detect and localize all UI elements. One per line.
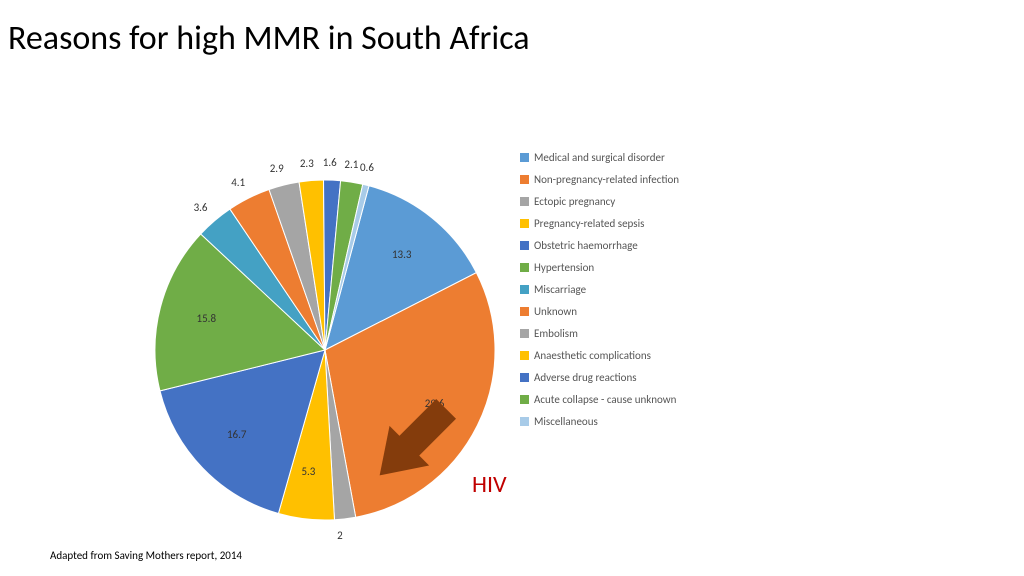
legend-swatch: [520, 285, 529, 294]
slice-value-label: 2.1: [344, 158, 358, 171]
legend-label: Pregnancy-related sepsis: [534, 217, 644, 230]
legend-swatch: [520, 329, 529, 338]
slice-value-label: 3.6: [194, 201, 208, 214]
legend-item: Obstetric haemorrhage: [520, 238, 679, 252]
legend-label: Ectopic pregnancy: [534, 195, 615, 208]
legend-item: Acute collapse - cause unknown: [520, 392, 679, 406]
hiv-arrow: [355, 380, 475, 500]
legend-item: Miscarriage: [520, 282, 679, 296]
legend-label: Miscarriage: [534, 283, 586, 296]
slice-value-label: 16.7: [227, 428, 247, 441]
legend-label: Hypertension: [534, 261, 594, 274]
slice-value-label: 1.6: [323, 156, 337, 169]
legend-item: Embolism: [520, 326, 679, 340]
slide: Reasons for high MMR in South Africa 13.…: [0, 0, 1024, 576]
slice-value-label: 2: [337, 529, 343, 542]
legend: Medical and surgical disorder Non-pregnan…: [520, 150, 679, 436]
legend-swatch: [520, 373, 529, 382]
slice-value-label: 4.1: [231, 176, 245, 189]
legend-swatch: [520, 395, 529, 404]
page-title: Reasons for high MMR in South Africa: [8, 18, 530, 59]
legend-swatch: [520, 263, 529, 272]
legend-swatch: [520, 219, 529, 228]
legend-label: Medical and surgical disorder: [534, 151, 665, 164]
slice-value-label: 13.3: [392, 248, 412, 261]
legend-swatch: [520, 351, 529, 360]
legend-item: Adverse drug reactions: [520, 370, 679, 384]
legend-swatch: [520, 197, 529, 206]
legend-label: Anaesthetic complications: [534, 349, 651, 362]
legend-item: Pregnancy-related sepsis: [520, 216, 679, 230]
legend-item: Anaesthetic complications: [520, 348, 679, 362]
slice-value-label: 15.8: [197, 312, 217, 325]
slice-value-label: 2.9: [270, 162, 284, 175]
legend-swatch: [520, 307, 529, 316]
legend-item: Medical and surgical disorder: [520, 150, 679, 164]
legend-label: Unknown: [534, 305, 577, 318]
arrow-shape: [360, 389, 466, 495]
legend-label: Adverse drug reactions: [534, 371, 637, 384]
hiv-annotation: HIV: [472, 470, 507, 499]
legend-label: Acute collapse - cause unknown: [534, 393, 676, 406]
legend-label: Miscellaneous: [534, 415, 598, 428]
legend-item: Unknown: [520, 304, 679, 318]
legend-label: Obstetric haemorrhage: [534, 239, 638, 252]
slice-value-label: 0.6: [360, 161, 374, 174]
legend-item: Non-pregnancy-related infection: [520, 172, 679, 186]
slice-value-label: 2.3: [300, 157, 314, 170]
legend-item: Hypertension: [520, 260, 679, 274]
legend-swatch: [520, 153, 529, 162]
legend-swatch: [520, 417, 529, 426]
legend-swatch: [520, 175, 529, 184]
footnote: Adapted from Saving Mothers report, 2014: [50, 549, 242, 562]
legend-swatch: [520, 241, 529, 250]
legend-item: Miscellaneous: [520, 414, 679, 428]
slice-value-label: 5.3: [301, 465, 315, 478]
legend-item: Ectopic pregnancy: [520, 194, 679, 208]
legend-label: Embolism: [534, 327, 578, 340]
legend-label: Non-pregnancy-related infection: [534, 173, 679, 186]
